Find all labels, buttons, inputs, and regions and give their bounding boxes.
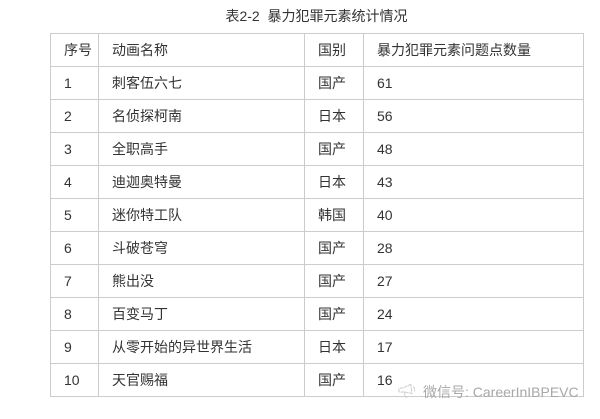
table-row: 9 从零开始的异世界生活 日本 17 (50, 330, 584, 364)
cell-index: 8 (50, 297, 99, 331)
cell-count: 48 (363, 132, 584, 166)
table-row: 5 迷你特工队 韩国 40 (50, 198, 584, 232)
cell-index: 3 (50, 132, 99, 166)
cell-index: 1 (50, 66, 99, 100)
table-row: 8 百变马丁 国产 24 (50, 297, 584, 331)
cell-index: 10 (50, 363, 99, 397)
cell-country: 国产 (304, 231, 364, 265)
cell-country: 国产 (304, 363, 364, 397)
cell-name: 刺客伍六七 (98, 66, 305, 100)
cell-index: 6 (50, 231, 99, 265)
table-row: 3 全职高手 国产 48 (50, 132, 584, 166)
col-header-country: 国别 (304, 33, 364, 67)
table-row: 4 迪迦奥特曼 日本 43 (50, 165, 584, 199)
table-row: 2 名侦探柯南 日本 56 (50, 99, 584, 133)
cell-name: 全职高手 (98, 132, 305, 166)
col-header-count: 暴力犯罪元素问题点数量 (363, 33, 584, 67)
cell-name: 天官赐福 (98, 363, 305, 397)
cell-name: 迷你特工队 (98, 198, 305, 232)
cell-country: 国产 (304, 264, 364, 298)
table-row: 6 斗破苍穹 国产 28 (50, 231, 584, 265)
cell-name: 从零开始的异世界生活 (98, 330, 305, 364)
cell-count: 43 (363, 165, 584, 199)
cell-count: 27 (363, 264, 584, 298)
cell-name: 迪迦奥特曼 (98, 165, 305, 199)
cell-count: 61 (363, 66, 584, 100)
header-row: 序号 动画名称 国别 暴力犯罪元素问题点数量 (50, 33, 584, 67)
cell-name: 百变马丁 (98, 297, 305, 331)
cell-country: 国产 (304, 132, 364, 166)
cell-index: 7 (50, 264, 99, 298)
cell-name: 熊出没 (98, 264, 305, 298)
cell-index: 2 (50, 99, 99, 133)
table-row: 1 刺客伍六七 国产 61 (50, 66, 584, 100)
cell-country: 韩国 (304, 198, 364, 232)
cell-country: 日本 (304, 330, 364, 364)
cell-index: 4 (50, 165, 99, 199)
cell-name: 斗破苍穹 (98, 231, 305, 265)
violence-stats-table: 序号 动画名称 国别 暴力犯罪元素问题点数量 1 刺客伍六七 国产 61 2 名… (50, 33, 584, 397)
cell-count: 56 (363, 99, 584, 133)
cell-count: 40 (363, 198, 584, 232)
cell-country: 国产 (304, 297, 364, 331)
cell-index: 5 (50, 198, 99, 232)
cell-count: 16 (363, 363, 584, 397)
cell-name: 名侦探柯南 (98, 99, 305, 133)
cell-country: 日本 (304, 165, 364, 199)
col-header-index: 序号 (50, 33, 99, 67)
table-row: 10 天官赐福 国产 16 (50, 363, 584, 397)
cell-count: 28 (363, 231, 584, 265)
cell-index: 9 (50, 330, 99, 364)
col-header-name: 动画名称 (98, 33, 305, 67)
cell-count: 17 (363, 330, 584, 364)
table-title: 表2-2 暴力犯罪元素统计情况 (225, 8, 408, 24)
cell-count: 24 (363, 297, 584, 331)
cell-country: 日本 (304, 99, 364, 133)
table-row: 7 熊出没 国产 27 (50, 264, 584, 298)
cell-country: 国产 (304, 66, 364, 100)
